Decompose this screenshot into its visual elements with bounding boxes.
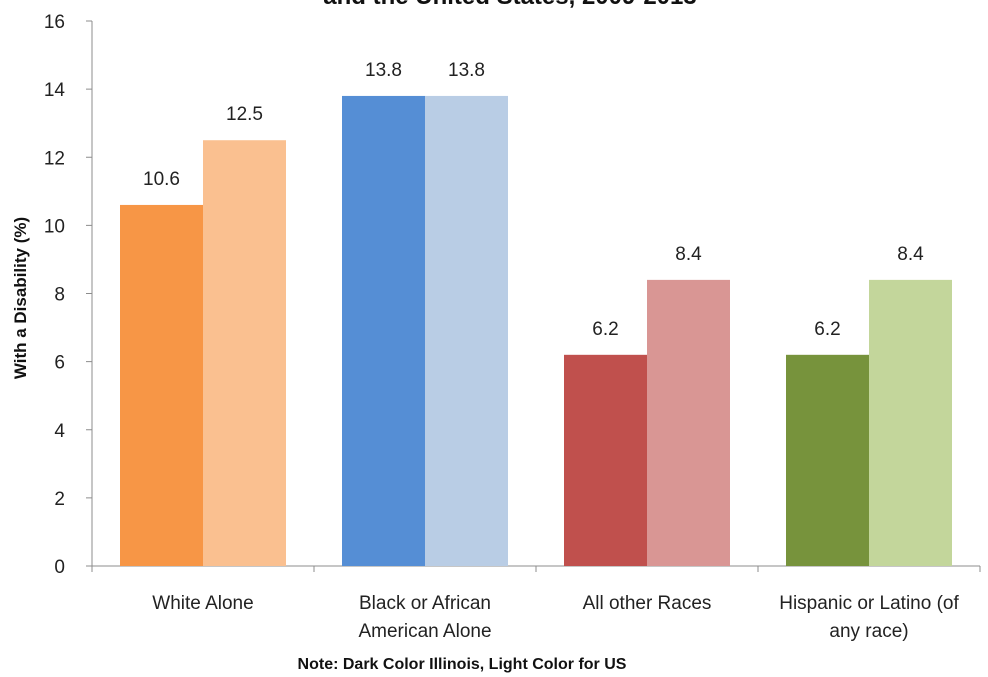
data-label: 13.8 <box>448 60 485 81</box>
y-axis-label: With a Disability (%) <box>11 217 30 379</box>
y-tick-label: 16 <box>44 12 65 33</box>
y-tick-label: 0 <box>54 557 65 578</box>
bar-us <box>425 95 508 566</box>
bar-illinois <box>564 354 647 566</box>
x-category-label: White Alone <box>152 593 253 614</box>
y-tick-label: 10 <box>44 216 65 237</box>
data-label: 8.4 <box>897 244 924 265</box>
x-category-label: Hispanic or Latino (of <box>779 593 959 614</box>
y-tick-label: 4 <box>54 421 65 442</box>
data-label: 6.2 <box>814 319 840 340</box>
y-tick-label: 2 <box>54 489 65 510</box>
x-axis-categories: White Alone Black or African American Alon… <box>152 593 959 642</box>
x-category-label: All other Races <box>583 593 712 614</box>
bar-illinois <box>120 204 203 566</box>
y-tick-label: 8 <box>54 285 65 306</box>
data-label: 6.2 <box>592 319 618 340</box>
chart-title: and the United States, 2009-2013 <box>323 0 696 10</box>
data-label: 13.8 <box>365 60 402 81</box>
y-tick-label: 6 <box>54 353 65 374</box>
bars: 10.6 13.8 6.2 6.2 12.5 13.8 8.4 8.4 <box>120 60 952 566</box>
data-label: 8.4 <box>675 244 702 265</box>
data-label: 10.6 <box>143 169 180 190</box>
x-category-label: American Alone <box>358 621 491 642</box>
bar-us <box>203 140 286 566</box>
x-category-label: any race) <box>829 621 908 642</box>
bar-illinois <box>786 354 869 566</box>
bar-us <box>647 279 730 566</box>
y-tick-label: 14 <box>44 80 66 101</box>
bar-illinois <box>342 95 425 566</box>
x-category-label: Black or African <box>359 593 491 614</box>
data-label: 12.5 <box>226 104 263 125</box>
y-tick-label: 12 <box>44 148 65 169</box>
chart-note: Note: Dark Color Illinois, Light Color f… <box>298 656 627 673</box>
bar-us <box>869 279 952 566</box>
